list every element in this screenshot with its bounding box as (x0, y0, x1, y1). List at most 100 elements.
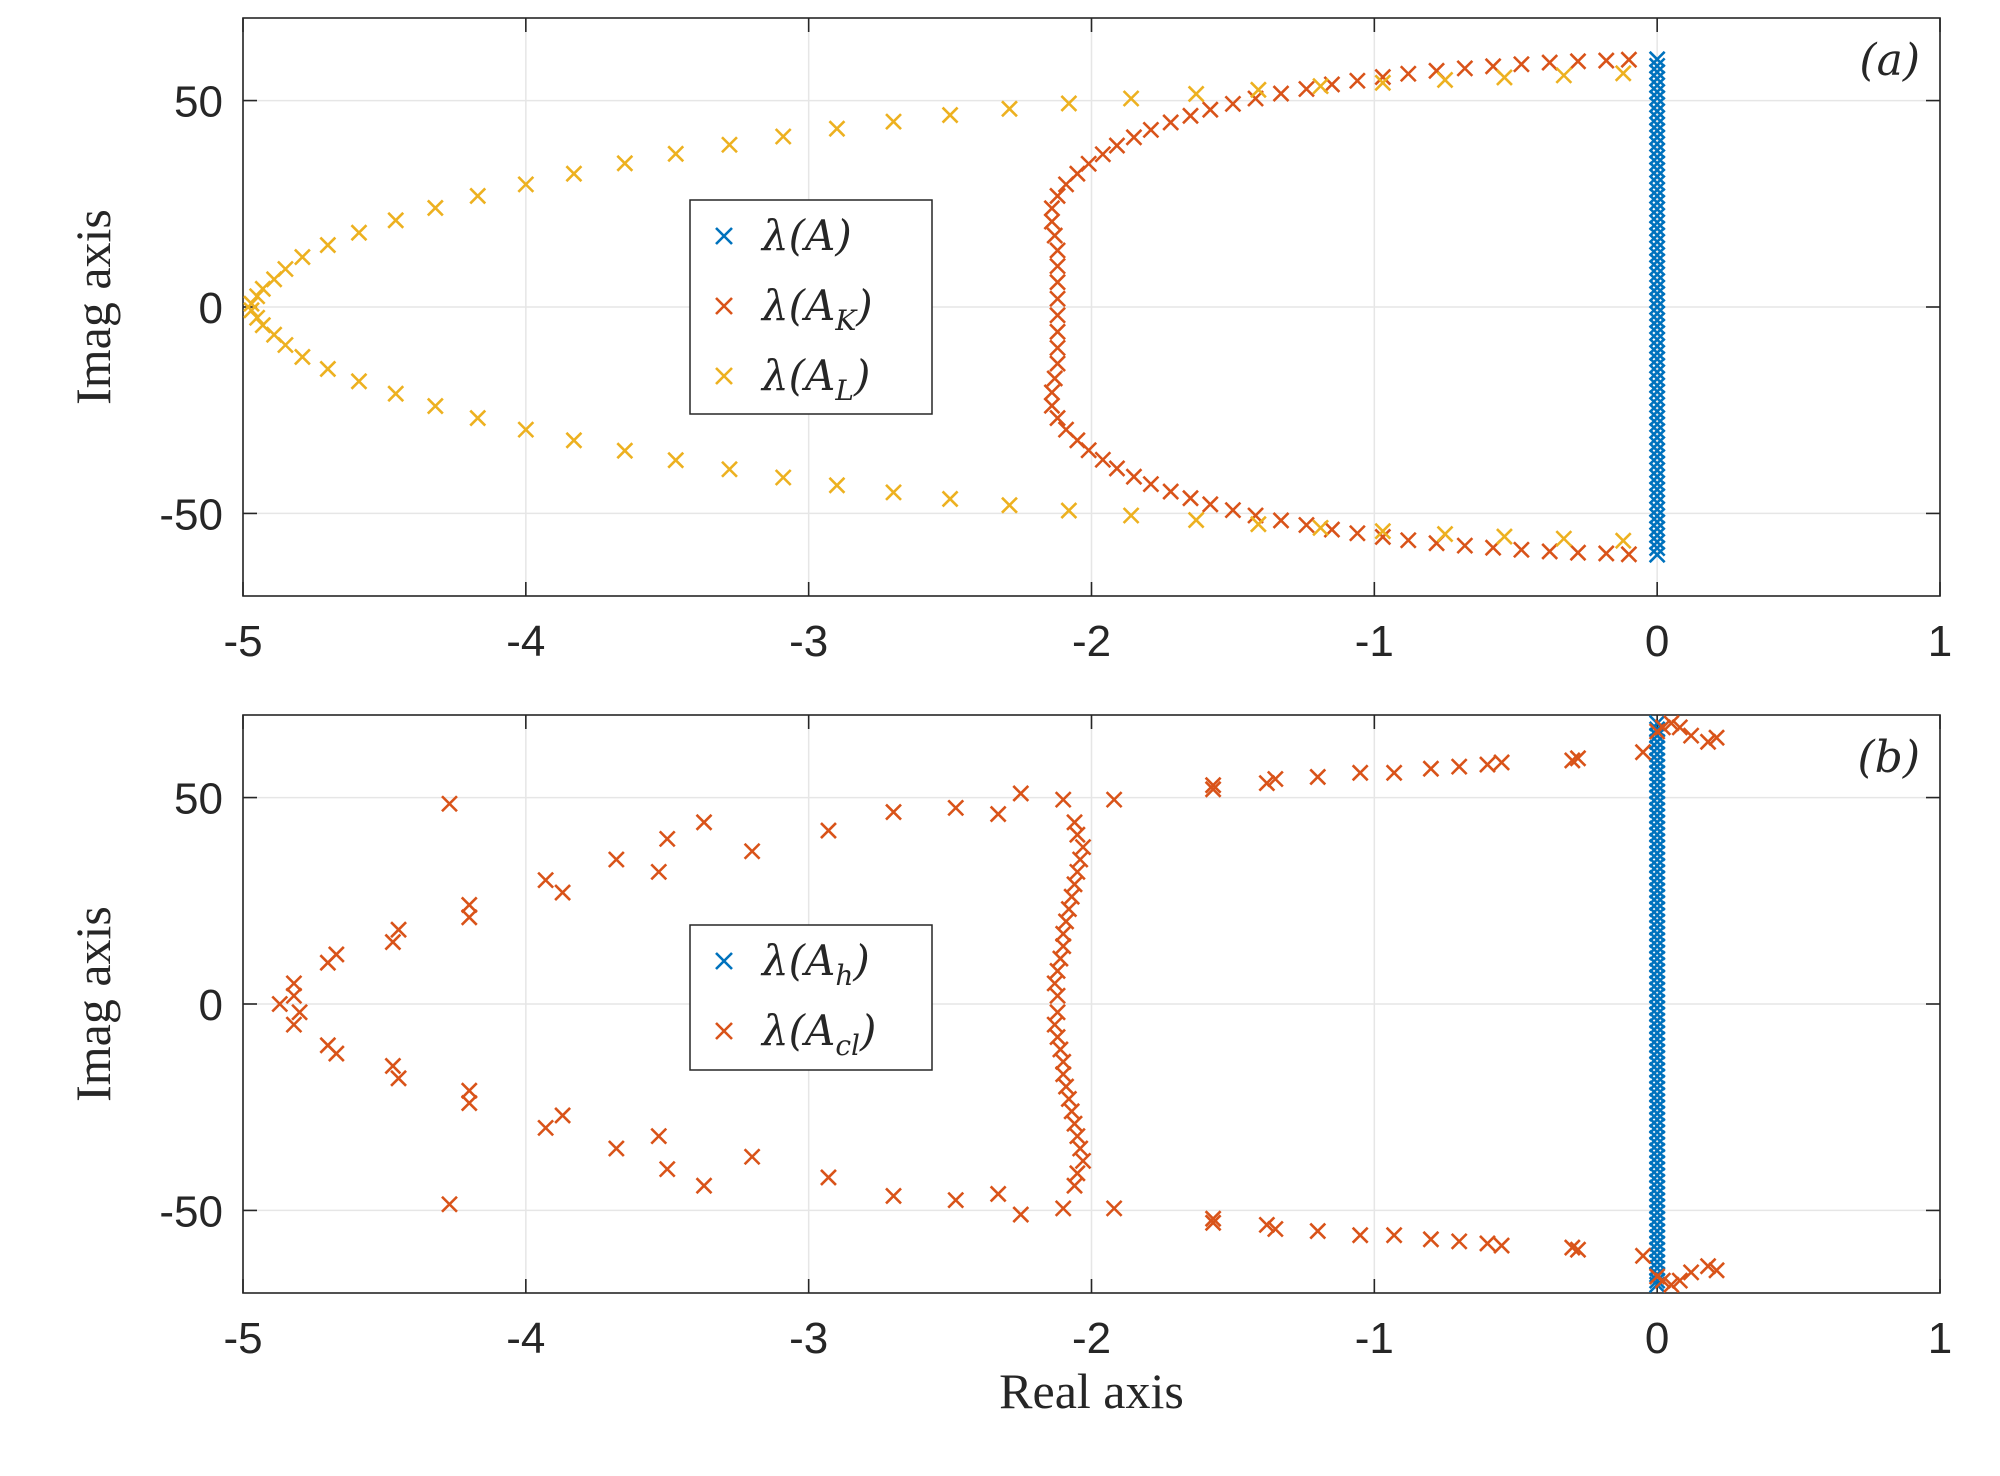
point-marker-series-2 (319, 236, 337, 254)
point-marker-series-1 (460, 896, 478, 914)
point-marker-series-1 (1374, 68, 1392, 86)
point-marker-series-0 (1648, 1210, 1666, 1228)
point-marker-series-1 (1479, 756, 1496, 773)
point-marker-series-0 (1648, 1160, 1666, 1178)
point-marker-series-0 (1648, 429, 1666, 446)
point-marker-series-1 (1012, 785, 1030, 802)
point-marker-series-1 (658, 1160, 676, 1178)
point-marker-series-1 (1054, 925, 1072, 943)
point-marker-series-0 (1648, 721, 1666, 738)
point-marker-series-1 (1708, 1261, 1725, 1279)
markers-layer (243, 50, 1666, 564)
point-marker-series-0 (1648, 539, 1666, 557)
point-marker-series-1 (1066, 1115, 1083, 1133)
point-marker-series-0 (1648, 1067, 1666, 1085)
point-marker-series-0 (1648, 474, 1666, 492)
point-marker-series-1 (1422, 1230, 1440, 1248)
point-marker-series-2 (1496, 528, 1513, 545)
point-marker-series-0 (1648, 1197, 1666, 1215)
point-marker-series-0 (1648, 1080, 1666, 1098)
point-marker-series-0 (1648, 1142, 1666, 1159)
point-marker-series-1 (1046, 370, 1064, 387)
point-marker-series-1 (1569, 749, 1587, 767)
point-marker-series-1 (460, 1082, 478, 1100)
point-marker-series-2 (1496, 69, 1513, 86)
point-marker-series-1 (1597, 545, 1615, 562)
x-tick-label: -5 (223, 617, 262, 666)
legend-entry-close: ) (853, 351, 870, 400)
point-marker-series-0 (1648, 1123, 1666, 1141)
x-tick-label: -2 (1072, 617, 1111, 666)
legend-box (689, 199, 933, 415)
point-marker-series-1 (1201, 101, 1219, 119)
point-marker-series-1 (1493, 754, 1511, 771)
point-marker-series-1 (1266, 770, 1284, 788)
point-marker-series-0 (1648, 168, 1666, 185)
legend-entry-base: λ(A (760, 351, 835, 400)
point-marker-series-1 (1066, 1177, 1083, 1195)
point-marker-series-1 (390, 921, 407, 939)
point-marker-series-1 (1351, 764, 1369, 782)
legend-entry-subscript: cl (835, 1029, 860, 1062)
point-marker-series-1 (1094, 145, 1112, 163)
legend-entry: λ(AL) (760, 351, 870, 407)
point-marker-series-0 (1648, 265, 1666, 283)
point-marker-series-1 (1063, 888, 1081, 906)
point-marker-series-1 (1563, 1239, 1581, 1257)
point-marker-series-0 (1648, 546, 1666, 564)
point-marker-series-1 (1182, 107, 1199, 125)
point-marker-series-0 (1648, 331, 1666, 349)
legend-entry: λ(Acl) (760, 1006, 876, 1062)
point-marker-series-0 (1648, 128, 1666, 146)
point-marker-series-1 (989, 805, 1007, 823)
point-marker-series-1 (1699, 733, 1717, 751)
point-marker-series-2 (1555, 66, 1573, 84)
x-tick-label: 0 (1645, 1314, 1669, 1363)
point-marker-series-0 (1648, 533, 1666, 551)
point-marker-series-1 (1374, 528, 1392, 546)
point-marker-series-1 (1385, 764, 1403, 782)
point-marker-series-0 (1648, 187, 1666, 205)
point-marker-series-0 (1648, 383, 1666, 401)
point-marker-series-0 (1648, 1241, 1666, 1259)
point-marker-series-0 (1648, 776, 1666, 794)
legend-entry-base: λ(A (760, 936, 835, 985)
point-marker-series-0 (1648, 727, 1666, 745)
point-marker-series-0 (1648, 851, 1666, 868)
point-marker-series-0 (1648, 494, 1666, 512)
point-marker-series-1 (650, 1127, 668, 1145)
point-marker-series-2 (293, 248, 311, 266)
point-marker-series-0 (1648, 1030, 1666, 1048)
point-marker-series-0 (1648, 363, 1666, 381)
point-marker-series-1 (1512, 55, 1530, 73)
point-marker-series-0 (1648, 981, 1666, 998)
point-marker-series-0 (1648, 882, 1666, 899)
point-marker-series-0 (1648, 1247, 1666, 1265)
point-marker-series-1 (1060, 1090, 1078, 1108)
point-marker-series-1 (1309, 1222, 1327, 1240)
point-marker-series-0 (1648, 1216, 1666, 1234)
point-marker-series-0 (1648, 770, 1666, 788)
point-marker-series-1 (1351, 1226, 1369, 1244)
legend: λ(Ah)λ(Acl) (689, 924, 933, 1071)
y-tick-label: 50 (174, 775, 223, 824)
point-marker-series-0 (1648, 116, 1666, 133)
point-marker-series-1 (1541, 542, 1559, 560)
point-marker-series-0 (1648, 448, 1666, 466)
point-marker-series-1 (1054, 1199, 1072, 1217)
point-marker-series-2 (828, 120, 846, 138)
legend-entry-subscript: L (834, 374, 854, 407)
point-marker-series-1 (384, 1057, 402, 1075)
point-marker-series-1 (1224, 95, 1242, 113)
point-marker-series-2 (1374, 522, 1392, 540)
point-marker-series-2 (517, 421, 535, 439)
point-marker-series-0 (1648, 63, 1666, 81)
point-marker-series-0 (1648, 213, 1666, 231)
point-marker-series-1 (1049, 1028, 1066, 1046)
point-marker-series-1 (1204, 1210, 1222, 1228)
point-marker-series-2 (1312, 519, 1330, 537)
point-marker-series-1 (1046, 227, 1064, 244)
x-tick-label: -3 (789, 617, 828, 666)
point-marker-series-1 (1049, 339, 1066, 357)
